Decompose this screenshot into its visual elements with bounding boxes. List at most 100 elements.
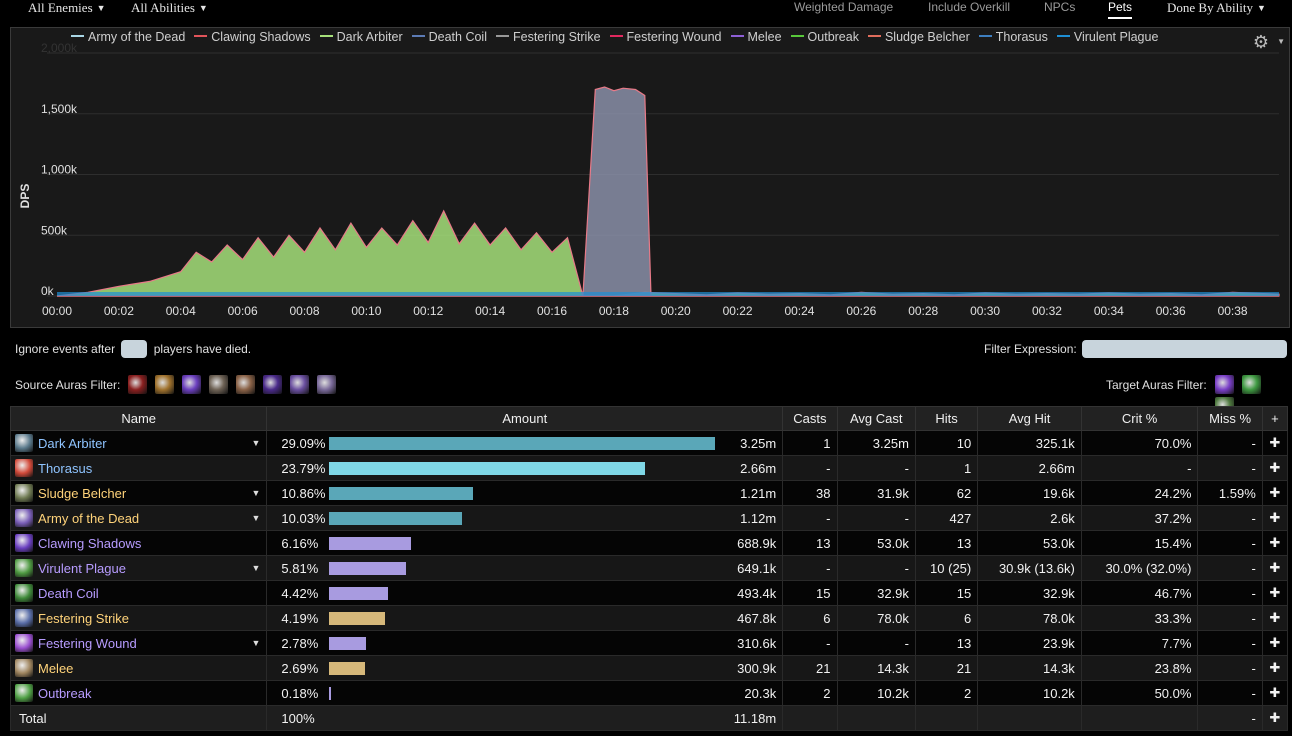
legend-label: Outbreak (807, 30, 859, 44)
source-aura-icon[interactable] (209, 375, 228, 394)
legend-item[interactable]: Melee (730, 30, 782, 44)
header-plus-icon[interactable]: + (1261, 406, 1289, 431)
plus-icon[interactable]: ✚ (1261, 505, 1289, 531)
target-aura-icon[interactable] (1242, 375, 1261, 394)
abilities-dropdown[interactable]: All Abilities ▼ (131, 0, 208, 16)
filter-expression-input[interactable] (1082, 340, 1287, 358)
ability-link[interactable]: Army of the Dead (38, 511, 140, 526)
plus-icon[interactable]: ✚ (1261, 455, 1289, 481)
ability-link[interactable]: Dark Arbiter (38, 436, 107, 451)
legend-item[interactable]: Army of the Dead (71, 30, 185, 44)
plus-icon[interactable]: ✚ (1261, 530, 1289, 556)
source-aura-icon[interactable] (317, 375, 336, 394)
header-crit[interactable]: Crit % (1080, 406, 1199, 431)
spell-icon (15, 634, 33, 652)
header-amount[interactable]: Amount (266, 406, 784, 431)
ability-link[interactable]: Sludge Belcher (38, 486, 127, 501)
x-tick-label: 00:32 (1032, 304, 1062, 318)
avg-cast-cell: 10.2k (836, 680, 916, 706)
amount-value: 3.25m (740, 436, 777, 451)
amount-bar (329, 562, 407, 575)
legend-item[interactable]: Virulent Plague (1056, 30, 1158, 44)
crit-cell: 37.2% (1080, 505, 1199, 531)
table-row[interactable]: Clawing Shadows 6.16% 688.9k 13 53.0k 13 53.0k… (9, 530, 1289, 556)
pets-tab[interactable]: Pets (1108, 0, 1133, 19)
header-hits[interactable]: Hits (914, 406, 979, 431)
gear-icon[interactable]: ⚙ (1252, 32, 1269, 52)
npcs-link[interactable]: NPCs (1044, 0, 1076, 14)
total-amount: 11.18m (733, 711, 777, 726)
header-avg-hit[interactable]: Avg Hit (977, 406, 1082, 431)
legend-item[interactable]: Dark Arbiter (319, 30, 403, 44)
source-aura-icon[interactable] (128, 375, 147, 394)
chevron-down-icon[interactable]: ▼ (251, 563, 261, 573)
target-aura-icon[interactable] (1215, 375, 1234, 394)
table-row[interactable]: Festering Wound ▼ 2.78% 310.6k - -13 23.9k 7.7%… (9, 630, 1289, 656)
table-row[interactable]: Death Coil 4.42% 493.4k 15 32.9k 15 32.9k 46.7%… (9, 580, 1289, 606)
source-aura-icon[interactable] (155, 375, 174, 394)
amount-pct: 4.19% (281, 611, 319, 626)
table-row[interactable]: Dark Arbiter ▼ 29.09% 3.25m 1 3.25m 10 325.1k 70… (9, 430, 1289, 456)
ability-link[interactable]: Melee (38, 661, 74, 676)
x-tick-label: 00:08 (289, 304, 319, 318)
done-by-dropdown[interactable]: Done By Ability ▼ (1167, 0, 1266, 16)
crit-cell: 23.8% (1080, 655, 1199, 681)
players-died-input[interactable] (121, 340, 148, 358)
legend-item[interactable]: Festering Strike (496, 30, 601, 44)
total-plus-icon[interactable]: ✚ (1261, 705, 1289, 731)
table-row[interactable]: Melee 2.69% 300.9k 21 14.3k 21 14.3k 23.8% - ✚ (9, 655, 1289, 681)
source-aura-icon[interactable] (182, 375, 201, 394)
include-overkill-link[interactable]: Include Overkill (928, 0, 1011, 14)
source-aura-icon[interactable] (263, 375, 282, 394)
plus-icon[interactable]: ✚ (1261, 555, 1289, 581)
chevron-down-icon[interactable]: ▼ (251, 488, 261, 498)
amount-pct: 2.78% (281, 636, 319, 651)
enemies-dropdown[interactable]: All Enemies ▼ (28, 0, 106, 16)
source-aura-icon[interactable] (236, 375, 255, 394)
ability-link[interactable]: Death Coil (38, 586, 99, 601)
header-avg-cast[interactable]: Avg Cast (836, 406, 916, 431)
plus-icon[interactable]: ✚ (1261, 580, 1289, 606)
ability-link[interactable]: Thorasus (38, 461, 93, 476)
table-row[interactable]: Army of the Dead ▼ 10.03% 1.12m - -427 2.6k 37.… (9, 505, 1289, 531)
source-aura-icon[interactable] (290, 375, 309, 394)
plus-icon[interactable]: ✚ (1261, 430, 1289, 456)
chevron-down-icon[interactable]: ▼ (1277, 37, 1285, 46)
chevron-down-icon[interactable]: ▼ (251, 438, 261, 448)
header-casts[interactable]: Casts (782, 406, 838, 431)
table-row[interactable]: Sludge Belcher ▼ 10.86% 1.21m 38 31.9k 62 19.6k… (9, 480, 1289, 506)
plus-icon[interactable]: ✚ (1261, 605, 1289, 631)
table-row[interactable]: Virulent Plague ▼ 5.81% 649.1k - -10 (25) 30.9… (9, 555, 1289, 581)
ability-link[interactable]: Virulent Plague (38, 561, 126, 576)
ability-link[interactable]: Clawing Shadows (38, 536, 142, 551)
dps-chart[interactable]: 0k 500k 1,000k 1,500k 2,000k DPS 00:00 00:02 00:… (10, 27, 1290, 328)
weighted-damage-link[interactable]: Weighted Damage (794, 0, 894, 14)
ability-link[interactable]: Outbreak (38, 686, 92, 701)
plus-icon[interactable]: ✚ (1261, 630, 1289, 656)
total-casts (782, 705, 838, 731)
legend-item[interactable]: Festering Wound (609, 30, 722, 44)
legend-item[interactable]: Death Coil (411, 30, 487, 44)
legend-item[interactable]: Sludge Belcher (867, 30, 970, 44)
amount-bar (329, 537, 412, 550)
x-tick-label: 00:36 (1156, 304, 1186, 318)
plus-icon[interactable]: ✚ (1261, 680, 1289, 706)
plus-icon[interactable]: ✚ (1261, 480, 1289, 506)
miss-cell: 1.59% (1197, 480, 1263, 506)
table-row[interactable]: Thorasus 23.79% 2.66m - -1 2.66m - - ✚ (9, 455, 1289, 481)
plus-icon[interactable]: ✚ (1261, 655, 1289, 681)
table-row[interactable]: Outbreak 0.18% 20.3k 2 10.2k 2 10.2k 50.0% - ✚ (9, 680, 1289, 706)
chevron-down-icon[interactable]: ▼ (251, 638, 261, 648)
legend-item[interactable]: Outbreak (790, 30, 859, 44)
amount-pct: 29.09% (281, 436, 326, 451)
legend-label: Melee (747, 30, 782, 44)
header-miss[interactable]: Miss % (1197, 406, 1263, 431)
ability-link[interactable]: Festering Wound (38, 636, 137, 651)
ignore-events-row: Ignore events after players have died. (15, 340, 251, 358)
table-row[interactable]: Festering Strike 4.19% 467.8k 6 78.0k 6 78.0k 3… (9, 605, 1289, 631)
ability-link[interactable]: Festering Strike (38, 611, 130, 626)
legend-item[interactable]: Clawing Shadows (194, 30, 311, 44)
chevron-down-icon[interactable]: ▼ (251, 513, 261, 523)
legend-item[interactable]: Thorasus (978, 30, 1048, 44)
header-name[interactable]: Name (9, 406, 268, 431)
